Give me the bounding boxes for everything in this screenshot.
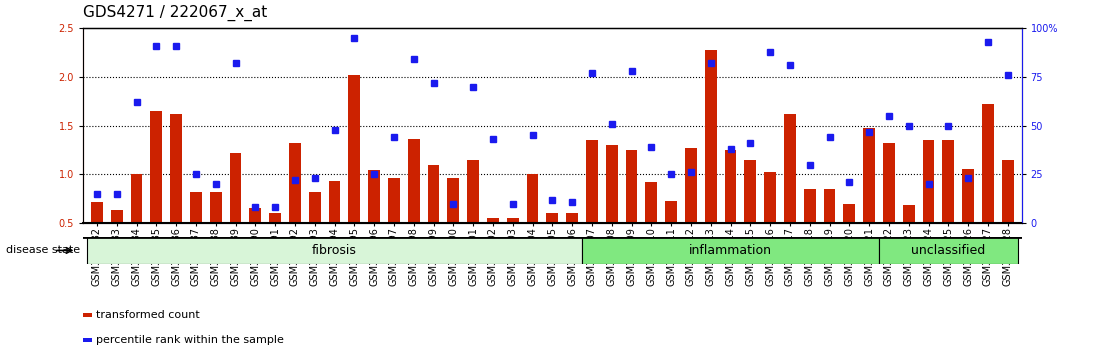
Bar xyxy=(448,178,460,223)
Bar xyxy=(408,139,420,223)
Bar xyxy=(784,114,796,223)
Bar xyxy=(289,143,301,223)
Bar xyxy=(88,237,582,264)
Bar xyxy=(962,170,974,223)
Bar xyxy=(111,210,123,223)
Bar xyxy=(269,213,281,223)
Text: disease state: disease state xyxy=(6,245,80,256)
Bar xyxy=(645,182,657,223)
Bar xyxy=(348,75,360,223)
Text: percentile rank within the sample: percentile rank within the sample xyxy=(96,335,285,345)
Bar xyxy=(428,165,440,223)
Bar xyxy=(725,150,737,223)
Bar xyxy=(843,204,855,223)
Bar xyxy=(626,150,637,223)
Bar xyxy=(209,192,222,223)
Bar xyxy=(566,213,578,223)
Bar xyxy=(586,140,598,223)
Bar xyxy=(249,209,261,223)
Text: fibrosis: fibrosis xyxy=(312,244,357,257)
Bar xyxy=(903,205,915,223)
Bar xyxy=(982,104,994,223)
Bar xyxy=(1002,160,1014,223)
Bar xyxy=(923,140,934,223)
Bar xyxy=(665,201,677,223)
Bar xyxy=(488,218,499,223)
Text: unclassified: unclassified xyxy=(911,244,985,257)
Text: GDS4271 / 222067_x_at: GDS4271 / 222067_x_at xyxy=(83,5,267,21)
Bar xyxy=(506,218,519,223)
Bar xyxy=(91,202,103,223)
Bar xyxy=(151,111,162,223)
Bar xyxy=(685,148,697,223)
Bar xyxy=(765,172,776,223)
Bar xyxy=(468,160,479,223)
Bar xyxy=(526,175,538,223)
Bar xyxy=(943,140,954,223)
Bar xyxy=(329,181,340,223)
Bar xyxy=(803,189,815,223)
Bar xyxy=(606,145,617,223)
Bar xyxy=(879,237,1017,264)
Bar xyxy=(388,178,400,223)
Bar xyxy=(229,153,242,223)
Bar xyxy=(863,128,875,223)
Bar xyxy=(705,50,717,223)
Bar xyxy=(546,213,558,223)
Bar xyxy=(745,160,757,223)
Text: transformed count: transformed count xyxy=(96,310,201,320)
Bar xyxy=(582,237,879,264)
Bar xyxy=(368,170,380,223)
Bar xyxy=(131,175,143,223)
Bar xyxy=(189,192,202,223)
Bar xyxy=(309,192,320,223)
Bar xyxy=(823,189,835,223)
Bar xyxy=(171,114,182,223)
Bar xyxy=(883,143,895,223)
Text: inflammation: inflammation xyxy=(689,244,772,257)
